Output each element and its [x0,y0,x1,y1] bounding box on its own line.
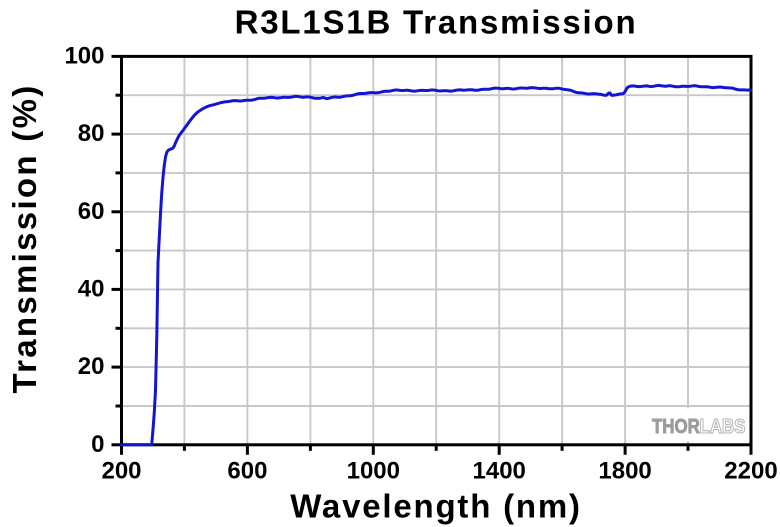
svg-text:40: 40 [78,275,105,302]
svg-text:20: 20 [78,353,105,380]
svg-text:2200: 2200 [724,458,777,485]
svg-text:THOR: THOR [652,414,700,437]
svg-text:60: 60 [78,198,105,225]
svg-text:600: 600 [227,458,267,485]
svg-text:1400: 1400 [473,458,526,485]
svg-text:200: 200 [101,458,141,485]
svg-text:0: 0 [91,431,104,458]
svg-text:100: 100 [64,42,104,69]
svg-text:Wavelength (nm): Wavelength (nm) [290,487,582,524]
svg-text:1800: 1800 [598,458,651,485]
svg-text:LABS: LABS [700,414,746,437]
svg-text:80: 80 [78,120,105,147]
svg-text:R3L1S1B Transmission: R3L1S1B Transmission [235,3,638,40]
svg-text:1000: 1000 [347,458,400,485]
svg-text:Transmission (%): Transmission (%) [6,83,43,393]
